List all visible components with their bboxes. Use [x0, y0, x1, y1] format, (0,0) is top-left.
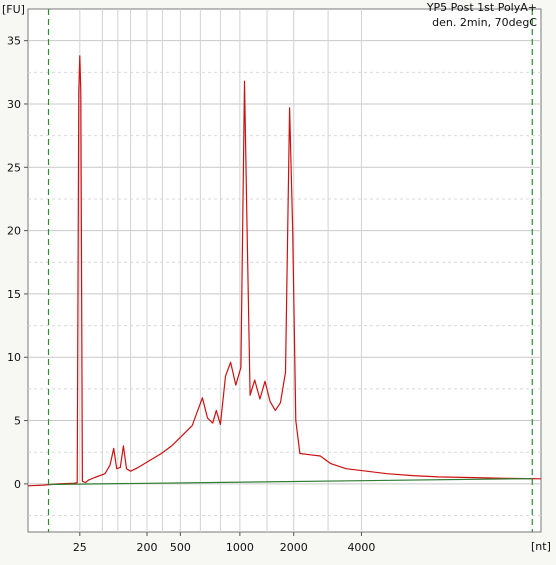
x-tick-label: 25 [73, 541, 87, 554]
chart-title-line-2: den. 2min, 70degC [432, 16, 537, 29]
series-layer [27, 55, 542, 487]
y-tick-label: 0 [14, 478, 21, 491]
x-tick-label: 2000 [280, 541, 308, 554]
plot-area [27, 8, 542, 533]
baseline-trace [48, 478, 533, 486]
y-tick-labels: 0 5 10 15 20 25 30 35 [7, 35, 28, 491]
y-tick-label: 30 [7, 98, 21, 111]
chart-title-line-1: YP5 Post 1st PolyA+ [426, 1, 537, 14]
y-tick-label: 35 [7, 35, 21, 48]
x-tick-label: 4000 [347, 541, 375, 554]
y-tick-label: 5 [14, 415, 21, 428]
signal-trace [27, 55, 542, 487]
x-tick-label: 200 [137, 541, 158, 554]
y-tick-label: 25 [7, 161, 21, 174]
y-tick-label: 15 [7, 288, 21, 301]
x-tick-labels: 25 200 500 1000 2000 4000 [73, 532, 375, 554]
grid-layer [28, 9, 541, 532]
x-axis-label: [nt] [531, 540, 551, 553]
x-tick-label: 500 [170, 541, 191, 554]
y-tick-label: 10 [7, 351, 21, 364]
y-axis-label: [FU] [2, 3, 25, 16]
dashed-marker-layer [47, 9, 533, 532]
y-tick-label: 20 [7, 225, 21, 238]
x-tick-label: 1000 [226, 541, 254, 554]
